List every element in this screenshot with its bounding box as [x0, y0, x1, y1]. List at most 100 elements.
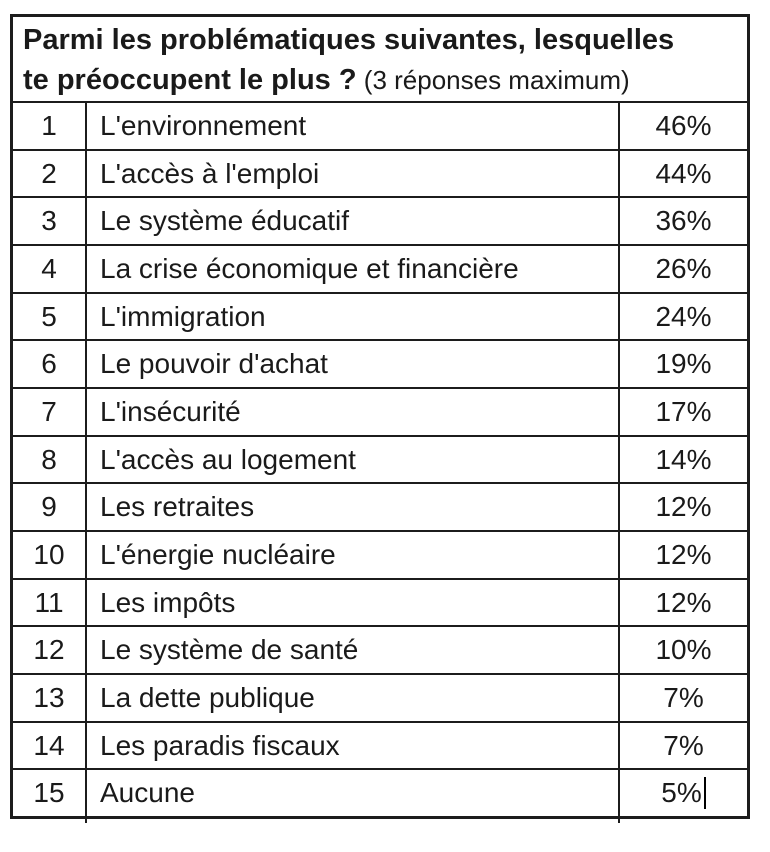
table-row: 5 L'immigration 24% [13, 293, 747, 342]
rank-cell[interactable]: 6 [13, 341, 87, 388]
rank-cell[interactable]: 8 [13, 436, 87, 483]
issue-label: La crise économique et financière [100, 252, 519, 284]
percent-value: 12% [655, 491, 712, 523]
issue-cell[interactable]: Les impôts [87, 579, 620, 626]
issue-cell[interactable]: La crise économique et financière [87, 246, 620, 292]
table-row: 7 L'insécurité 17% [13, 389, 747, 437]
percent-cell[interactable]: 12% [620, 484, 747, 530]
issue-label: L'accès à l'emploi [100, 157, 320, 189]
percent-cell[interactable]: 17% [620, 389, 747, 435]
rank-value: 9 [41, 491, 57, 523]
issue-label: L'immigration [100, 300, 266, 332]
table-row: 15 Aucune 5% [13, 770, 747, 817]
percent-value: 5% [661, 777, 702, 809]
rank-cell[interactable]: 3 [13, 198, 87, 245]
table-row: 11 Les impôts 12% [13, 579, 747, 628]
percent-cell[interactable]: 7% [620, 723, 747, 769]
issue-cell[interactable]: La dette publique [87, 675, 620, 721]
rank-value: 5 [41, 300, 57, 332]
issue-cell[interactable]: Le système éducatif [87, 198, 620, 245]
percent-cell[interactable]: 12% [620, 580, 747, 626]
issue-cell[interactable]: Les paradis fiscaux [87, 722, 620, 769]
percent-value: 46% [655, 109, 712, 141]
issue-cell[interactable]: L'environnement [87, 103, 620, 149]
rank-cell[interactable]: 1 [13, 103, 87, 149]
table-row: 12 Le système de santé 10% [13, 627, 747, 676]
issue-cell[interactable]: Le système de santé [87, 627, 620, 674]
rank-value: 10 [33, 538, 65, 570]
issue-cell[interactable]: L'accès à l'emploi [87, 150, 620, 197]
table-row: 6 Le pouvoir d'achat 19% [13, 341, 747, 390]
issue-cell[interactable]: Le pouvoir d'achat [87, 341, 620, 388]
percent-value: 44% [655, 157, 712, 189]
issue-cell[interactable]: L'immigration [87, 293, 620, 340]
issue-cell[interactable]: L'insécurité [87, 389, 620, 435]
percent-value: 12% [655, 586, 712, 618]
issue-label: Les paradis fiscaux [100, 729, 340, 761]
issue-label: L'insécurité [100, 395, 241, 427]
title-line-1: Parmi les problématiques suivantes, lesq… [23, 24, 675, 56]
issue-label: Aucune [100, 777, 195, 809]
issue-cell[interactable]: L'accès au logement [87, 436, 620, 483]
issue-cell[interactable]: Aucune [87, 770, 620, 817]
percent-cell[interactable]: 10% [620, 627, 747, 673]
issue-label: Le système de santé [100, 634, 359, 666]
table-row: 10 L'énergie nucléaire 12% [13, 532, 747, 580]
percent-value: 17% [655, 395, 712, 427]
rank-cell[interactable]: 12 [13, 627, 87, 674]
rank-value: 1 [41, 109, 57, 141]
issue-label: Les retraites [100, 491, 255, 523]
issue-label: Le système éducatif [100, 205, 350, 237]
percent-value: 7% [663, 729, 704, 761]
table-row: 4 La crise économique et financière 26% [13, 246, 747, 294]
percent-value: 26% [655, 252, 712, 284]
rank-value: 14 [33, 729, 65, 761]
issue-cell[interactable]: Les retraites [87, 484, 620, 531]
issue-label: L'environnement [100, 109, 307, 141]
table-title[interactable]: Parmi les problématiques suivantes, lesq… [13, 17, 747, 103]
percent-cell[interactable]: 19% [620, 341, 747, 387]
rank-value: 2 [41, 157, 57, 189]
rank-cell[interactable]: 13 [13, 675, 87, 721]
percent-cell[interactable]: 12% [620, 532, 747, 578]
rank-value: 4 [41, 252, 57, 284]
rank-cell[interactable]: 9 [13, 484, 87, 531]
percent-cell[interactable]: 26% [620, 246, 747, 292]
table-row: 13 La dette publique 7% [13, 675, 747, 723]
issue-cell[interactable]: L'énergie nucléaire [87, 532, 620, 578]
table-row: 3 Le système éducatif 36% [13, 198, 747, 247]
issue-label: Les impôts [100, 586, 236, 618]
table-row: 2 L'accès à l'emploi 44% [13, 150, 747, 199]
percent-cell[interactable]: 5% [620, 770, 747, 816]
text-cursor [703, 777, 706, 810]
rank-value: 15 [33, 777, 65, 809]
percent-value: 24% [655, 300, 712, 332]
rank-cell[interactable]: 5 [13, 293, 87, 340]
percent-cell[interactable]: 46% [620, 103, 747, 149]
percent-cell[interactable]: 44% [620, 151, 747, 197]
table-body: 1 L'environnement 46% 2 L'accès à l'empl… [13, 103, 747, 817]
rank-cell[interactable]: 15 [13, 770, 87, 817]
percent-cell[interactable]: 14% [620, 437, 747, 483]
table-row: 1 L'environnement 46% [13, 103, 747, 151]
table-row: 8 L'accès au logement 14% [13, 436, 747, 485]
percent-cell[interactable]: 24% [620, 294, 747, 340]
issue-label: L'énergie nucléaire [100, 538, 336, 570]
rank-cell[interactable]: 2 [13, 150, 87, 197]
percent-cell[interactable]: 7% [620, 675, 747, 721]
rank-value: 8 [41, 443, 57, 475]
issue-label: Le pouvoir d'achat [100, 348, 328, 380]
rank-value: 7 [41, 395, 57, 427]
rank-cell[interactable]: 14 [13, 722, 87, 769]
percent-value: 7% [663, 681, 704, 713]
rank-cell[interactable]: 10 [13, 532, 87, 578]
rank-cell[interactable]: 4 [13, 246, 87, 292]
rank-cell[interactable]: 11 [13, 579, 87, 626]
percent-cell[interactable]: 36% [620, 198, 747, 244]
title-note: (3 réponses maximum) [356, 65, 630, 95]
rank-value: 6 [41, 348, 57, 380]
table-row: 9 Les retraites 12% [13, 484, 747, 533]
rank-cell[interactable]: 7 [13, 389, 87, 435]
percent-value: 36% [655, 205, 712, 237]
